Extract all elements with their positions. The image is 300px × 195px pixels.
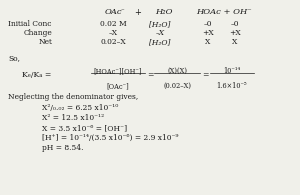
Text: –X: –X — [155, 29, 165, 37]
Text: 1.6×10⁻⁵: 1.6×10⁻⁵ — [217, 82, 247, 90]
Text: Kₑ/Kₐ =: Kₑ/Kₐ = — [22, 71, 51, 79]
Text: (0.02–X): (0.02–X) — [163, 82, 191, 90]
Text: +X: +X — [229, 29, 241, 37]
Text: OAc: OAc — [105, 8, 123, 16]
Text: X: X — [205, 38, 211, 46]
Text: Neglecting the denominator gives,: Neglecting the denominator gives, — [8, 93, 138, 101]
Text: Net: Net — [38, 38, 52, 46]
Text: –X: –X — [108, 29, 118, 37]
Text: =: = — [147, 71, 153, 79]
Text: HOAc + OH⁻: HOAc + OH⁻ — [196, 8, 252, 16]
Text: +X: +X — [202, 29, 214, 37]
Text: –0: –0 — [231, 20, 239, 28]
Text: [OAc⁻]: [OAc⁻] — [106, 82, 129, 90]
Text: 10⁻¹⁴: 10⁻¹⁴ — [224, 67, 241, 75]
Text: X² = 12.5 x10⁻¹²: X² = 12.5 x10⁻¹² — [42, 114, 104, 122]
Text: H₂O: H₂O — [155, 8, 172, 16]
Text: Initial Conc: Initial Conc — [8, 20, 52, 28]
Text: [H₂O]: [H₂O] — [149, 38, 171, 46]
Text: 0.02–X: 0.02–X — [100, 38, 126, 46]
Text: [H⁺] = 10⁻¹⁴/(3.5 x10⁻⁶) = 2.9 x10⁻⁹: [H⁺] = 10⁻¹⁴/(3.5 x10⁻⁶) = 2.9 x10⁻⁹ — [42, 134, 178, 142]
Text: X²/₀.₀₂ = 6.25 x10⁻¹⁰: X²/₀.₀₂ = 6.25 x10⁻¹⁰ — [42, 104, 118, 112]
Text: ⁻: ⁻ — [121, 8, 125, 16]
Text: So,: So, — [8, 54, 20, 62]
Text: [H₂O]: [H₂O] — [149, 20, 171, 28]
Text: Change: Change — [23, 29, 52, 37]
Text: pH = 8.54.: pH = 8.54. — [42, 144, 83, 152]
Text: +: + — [135, 8, 141, 17]
Text: 0.02 M: 0.02 M — [100, 20, 126, 28]
Text: X = 3.5 x10⁻⁶ = [OH⁻]: X = 3.5 x10⁻⁶ = [OH⁻] — [42, 124, 127, 132]
Text: X: X — [232, 38, 238, 46]
Text: (X)(X): (X)(X) — [167, 67, 187, 75]
Text: =: = — [202, 71, 208, 79]
Text: [HOAc⁻][OH⁻]: [HOAc⁻][OH⁻] — [94, 67, 142, 75]
Text: –0: –0 — [204, 20, 212, 28]
